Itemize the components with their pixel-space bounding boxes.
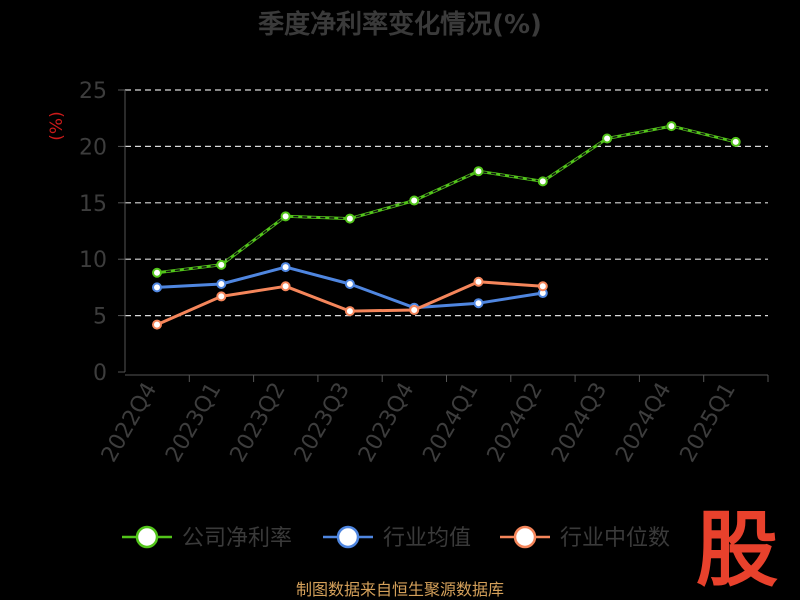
data-point — [152, 319, 162, 330]
data-point — [537, 281, 548, 292]
data-point — [666, 121, 677, 132]
legend-label: 公司净利率 — [182, 526, 292, 551]
data-point — [280, 211, 291, 222]
x-tick-labels: 2022Q42023Q12023Q22023Q32023Q42024Q12024… — [97, 379, 741, 467]
data-point — [280, 281, 291, 292]
y-tick-label: 15 — [79, 192, 107, 217]
data-point — [280, 262, 291, 273]
series-line — [156, 124, 737, 275]
y-axis-label: (%) — [47, 111, 67, 140]
data-point — [730, 136, 741, 147]
y-tick-label: 0 — [93, 361, 107, 386]
legend-swatch-marker — [336, 525, 360, 549]
x-tick-label: 2025Q1 — [676, 379, 741, 467]
data-point — [152, 267, 162, 278]
data-point — [152, 282, 162, 293]
data-point — [473, 166, 484, 177]
data-point — [537, 176, 548, 187]
data-point — [409, 304, 420, 315]
trend-line — [156, 125, 736, 274]
data-point — [344, 279, 355, 290]
series — [152, 121, 741, 330]
legend-item: 行业均值 — [323, 525, 471, 551]
legend-swatch-marker — [513, 525, 537, 549]
data-point — [409, 195, 420, 206]
legend-label: 行业均值 — [383, 526, 471, 551]
data-point — [473, 298, 484, 309]
y-tick-label: 10 — [79, 248, 107, 273]
source-note: 制图数据来自恒生聚源数据库 — [296, 580, 504, 599]
data-point — [602, 133, 613, 144]
x-tick-label: 2024Q2 — [483, 379, 548, 467]
legend: 公司净利率 行业均值 行业中位数 — [122, 525, 670, 551]
legend-item: 行业中位数 — [500, 525, 670, 551]
x-tick-label: 2023Q1 — [161, 379, 226, 467]
y-tick-label: 5 — [93, 305, 107, 330]
legend-item: 公司净利率 — [122, 525, 292, 551]
data-point — [344, 213, 355, 224]
x-tick-label: 2024Q3 — [547, 379, 612, 467]
chart-title: 季度净利率变化情况(%) — [258, 9, 542, 40]
x-tick-label: 2024Q1 — [418, 379, 483, 467]
legend-swatch-marker — [135, 525, 159, 549]
x-tick-label: 2023Q2 — [225, 379, 290, 467]
axes — [124, 90, 768, 376]
y-tick-label: 20 — [79, 135, 107, 160]
x-tick-label: 2024Q4 — [611, 379, 676, 467]
legend-label: 行业中位数 — [560, 526, 670, 551]
data-point — [473, 276, 484, 287]
watermark-logo: 股 — [696, 503, 778, 598]
grid — [118, 89, 769, 382]
x-tick-label: 2023Q3 — [290, 379, 355, 467]
y-tick-labels: 0 5 10 15 20 25 — [79, 79, 107, 386]
x-tick-label: 2022Q4 — [97, 379, 162, 467]
data-point — [344, 306, 355, 317]
data-point — [216, 291, 227, 302]
y-tick-label: 25 — [79, 79, 107, 104]
x-tick-label: 2023Q4 — [354, 379, 419, 467]
data-point — [216, 259, 227, 270]
data-point — [216, 279, 227, 290]
